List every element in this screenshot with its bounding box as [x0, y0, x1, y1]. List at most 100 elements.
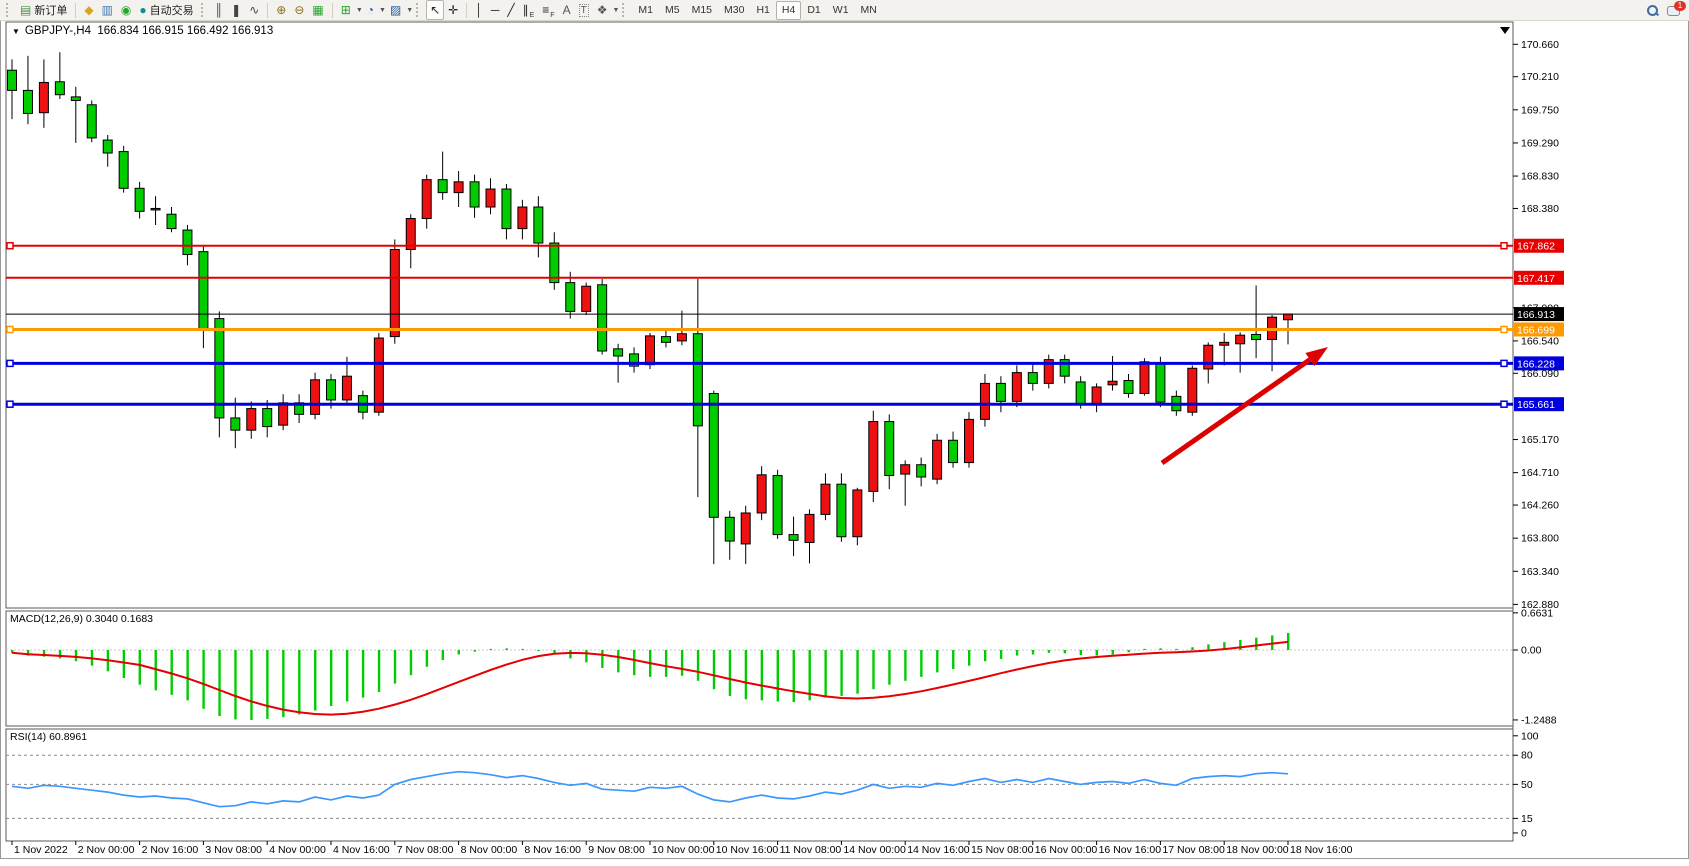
line-chart-icon[interactable]: ∿	[245, 0, 263, 20]
vertical-line-icon: │	[475, 3, 483, 17]
market-watch-icon[interactable]: ▥	[98, 0, 117, 20]
equidistant-channel-icon: ∥	[522, 3, 529, 17]
rsi-indicator: 100 80 50 15 0	[6, 730, 1539, 839]
new-order-button[interactable]: ▤ 新订单	[16, 0, 71, 20]
zoom-in-icon: ⊕	[276, 3, 287, 17]
toolbar-drag-handle	[6, 3, 13, 17]
search-icon[interactable]	[1642, 0, 1663, 20]
tile-windows-icon: ▦	[312, 3, 324, 17]
chart-shift-marker[interactable]	[1500, 27, 1510, 34]
bar-chart-icon[interactable]: ║	[211, 0, 228, 20]
timeframe-mn-button[interactable]: MN	[860, 4, 877, 16]
svg-text:4 Nov 00:00: 4 Nov 00:00	[269, 844, 326, 856]
main-toolbar: ▤ 新订单 ◆ ▥ ◉ ● 自动交易 ║ ❚ ∿ ⊕ ⊖ ▦ ⊞ ▼ ◔ ▼ ▨ ▼ ↖ ✛ │ ─ ╱ ∥ E ≡ F A T ❖ ▼ M1 M…	[0, 0, 1689, 21]
timeframe-m5-button[interactable]: M5	[665, 4, 680, 16]
signals-icon[interactable]: ◉	[117, 0, 135, 20]
svg-text:165.170: 165.170	[1521, 434, 1559, 446]
svg-text:100: 100	[1521, 730, 1539, 742]
indicators-icon-dropdown-arrow[interactable]: ▼	[355, 6, 363, 14]
svg-text:50: 50	[1521, 779, 1533, 791]
fibonacci-icon[interactable]: ≡ F	[542, 3, 555, 19]
timeframe-m1-button[interactable]: M1	[638, 4, 653, 16]
equidistant-channel-icon[interactable]: ∥ E	[522, 3, 535, 19]
highlighter-icon[interactable]: ◆	[80, 0, 97, 20]
auto-trading-button[interactable]: ● 自动交易	[135, 0, 197, 20]
svg-text:2 Nov 16:00: 2 Nov 16:00	[142, 844, 199, 856]
tile-windows-icon[interactable]: ▦	[308, 0, 327, 20]
svg-text:80: 80	[1521, 750, 1533, 762]
text-icon[interactable]: A	[559, 0, 575, 20]
cursor-icon[interactable]: ↖	[426, 0, 445, 20]
price-badge-166.699: 166.699	[1514, 322, 1564, 337]
notifications-icon[interactable]: 1	[1663, 0, 1686, 20]
price-badge-166.228: 166.228	[1514, 356, 1564, 371]
svg-text:7 Nov 08:00: 7 Nov 08:00	[397, 844, 454, 856]
horizontal-line-icon[interactable]: ─	[487, 0, 504, 20]
timeframe-m15-button[interactable]: M15	[691, 4, 713, 16]
svg-text:-1.2488: -1.2488	[1521, 714, 1557, 726]
svg-text:166.228: 166.228	[1517, 358, 1555, 370]
toolbar-separator	[331, 2, 333, 18]
timeframe-h1-button[interactable]: H1	[756, 4, 770, 16]
price-badge-167.862: 167.862	[1514, 238, 1564, 253]
hline-166.699[interactable]	[6, 325, 1513, 334]
time-axis[interactable]: 1 Nov 2022 2 Nov 00:00 2 Nov 16:00 3 Nov 08…	[11, 841, 1353, 856]
periods-icon: ◔	[366, 3, 375, 17]
auto-trading-button-icon: ●	[139, 3, 147, 17]
line-chart-icon: ∿	[249, 3, 260, 17]
templates-icon[interactable]: ▨	[386, 0, 405, 20]
arrows-icon[interactable]: ❖	[593, 0, 612, 20]
fibonacci-icon: ≡	[542, 3, 550, 17]
svg-text:11 Nov 08:00: 11 Nov 08:00	[780, 844, 842, 856]
text-label-icon[interactable]: T	[575, 0, 593, 20]
highlighter-icon: ◆	[84, 3, 94, 17]
zoom-out-icon: ⊖	[294, 3, 305, 17]
timeframe-h4-button[interactable]: H4	[775, 0, 802, 20]
svg-text:164.710: 164.710	[1521, 467, 1559, 479]
trend-arrow-annotation[interactable]	[1160, 347, 1328, 466]
svg-text:166.699: 166.699	[1517, 324, 1555, 336]
hline-167.862[interactable]	[6, 241, 1513, 250]
svg-text:166.540: 166.540	[1521, 335, 1559, 347]
periods-icon-dropdown-arrow[interactable]: ▼	[379, 6, 386, 14]
templates-icon: ▨	[389, 3, 402, 17]
svg-text:169.290: 169.290	[1521, 137, 1559, 149]
search-icon	[1646, 4, 1659, 17]
templates-icon-dropdown-arrow[interactable]: ▼	[406, 6, 414, 14]
crosshair-icon[interactable]: ✛	[444, 0, 462, 20]
hline-165.661[interactable]	[6, 400, 1513, 408]
toolbar-separator	[267, 2, 269, 18]
svg-text:167.417: 167.417	[1517, 273, 1555, 285]
timeframe-m30-button[interactable]: M30	[724, 4, 745, 16]
timeframe-w1-button[interactable]: W1	[832, 4, 849, 16]
new-order-button-label: 新订单	[34, 5, 68, 17]
macd-indicator: 0.6631 0.00 -1.2488	[6, 607, 1557, 726]
price-axis[interactable]: 170.660 170.210 169.750 169.290 168.830 168.3…	[1513, 39, 1559, 611]
trendline-icon[interactable]: ╱	[503, 0, 518, 20]
notification-badge: 1	[1674, 0, 1686, 11]
vertical-line-icon[interactable]: │	[471, 0, 487, 20]
timeframe-d1-button[interactable]: D1	[807, 4, 821, 16]
svg-text:8 Nov 00:00: 8 Nov 00:00	[461, 844, 518, 856]
candlestick-chart-icon[interactable]: ❚	[227, 0, 245, 20]
price-badge-167.417: 167.417	[1514, 270, 1564, 285]
svg-text:18 Nov 16:00: 18 Nov 16:00	[1290, 844, 1353, 856]
market-watch-icon: ▥	[101, 3, 113, 17]
zoom-in-icon[interactable]: ⊕	[272, 0, 290, 20]
indicators-icon[interactable]: ⊞	[337, 0, 355, 20]
toolbar-drag-handle	[200, 3, 208, 17]
svg-text:4 Nov 16:00: 4 Nov 16:00	[333, 844, 390, 856]
auto-trading-button-label: 自动交易	[149, 5, 194, 17]
hline-166.228[interactable]	[6, 359, 1513, 368]
arrows-icon-dropdown-arrow[interactable]: ▼	[612, 6, 620, 14]
svg-text:168.830: 168.830	[1521, 171, 1559, 183]
periods-icon[interactable]: ◔	[363, 0, 378, 20]
svg-text:0: 0	[1521, 827, 1527, 839]
zoom-out-icon[interactable]: ⊖	[290, 0, 308, 20]
svg-text:0.6631: 0.6631	[1521, 607, 1553, 619]
toolbar-drag-handle	[622, 3, 629, 17]
notifications-icon: 1	[1667, 0, 1686, 17]
svg-text:10 Nov 16:00: 10 Nov 16:00	[716, 844, 779, 856]
